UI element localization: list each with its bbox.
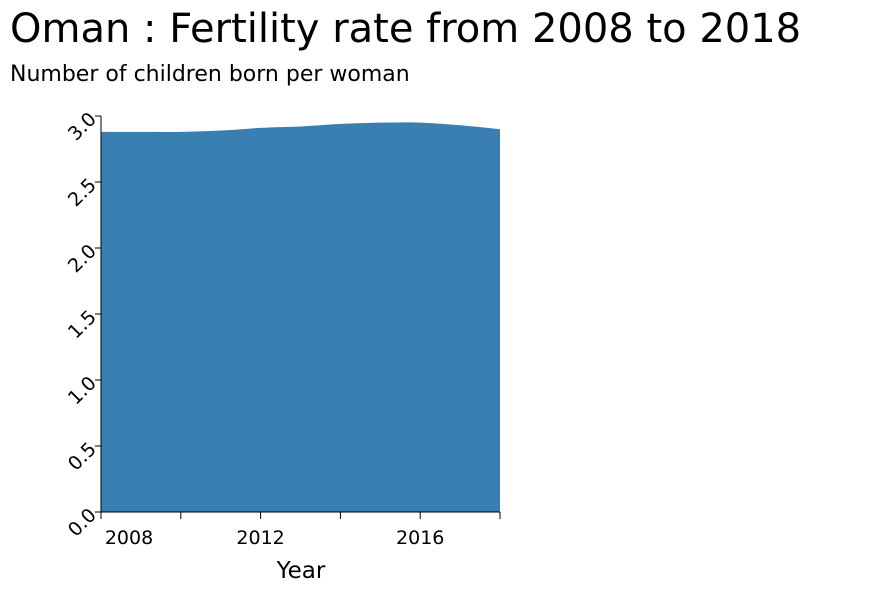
- y-tick-label: 2.5: [64, 174, 101, 211]
- x-tick-label: 2012: [236, 527, 284, 549]
- plot-area: [101, 122, 500, 513]
- y-tick-label: 0.5: [64, 438, 101, 475]
- y-tick-label: 3.0: [64, 108, 101, 145]
- chart-subtitle: Number of children born per woman: [10, 62, 410, 87]
- y-tick-label: 2.0: [64, 240, 101, 277]
- x-axis-title: Year: [276, 558, 326, 584]
- y-tick-label: 1.0: [64, 372, 101, 409]
- chart-title: Oman : Fertility rate from 2008 to 2018: [10, 6, 802, 52]
- y-tick-label: 0.0: [64, 504, 101, 541]
- x-tick-label: 2016: [396, 527, 444, 549]
- fertility-area: [101, 122, 500, 513]
- x-tick-label: 2008: [105, 527, 153, 549]
- y-tick-label: 1.5: [64, 306, 101, 343]
